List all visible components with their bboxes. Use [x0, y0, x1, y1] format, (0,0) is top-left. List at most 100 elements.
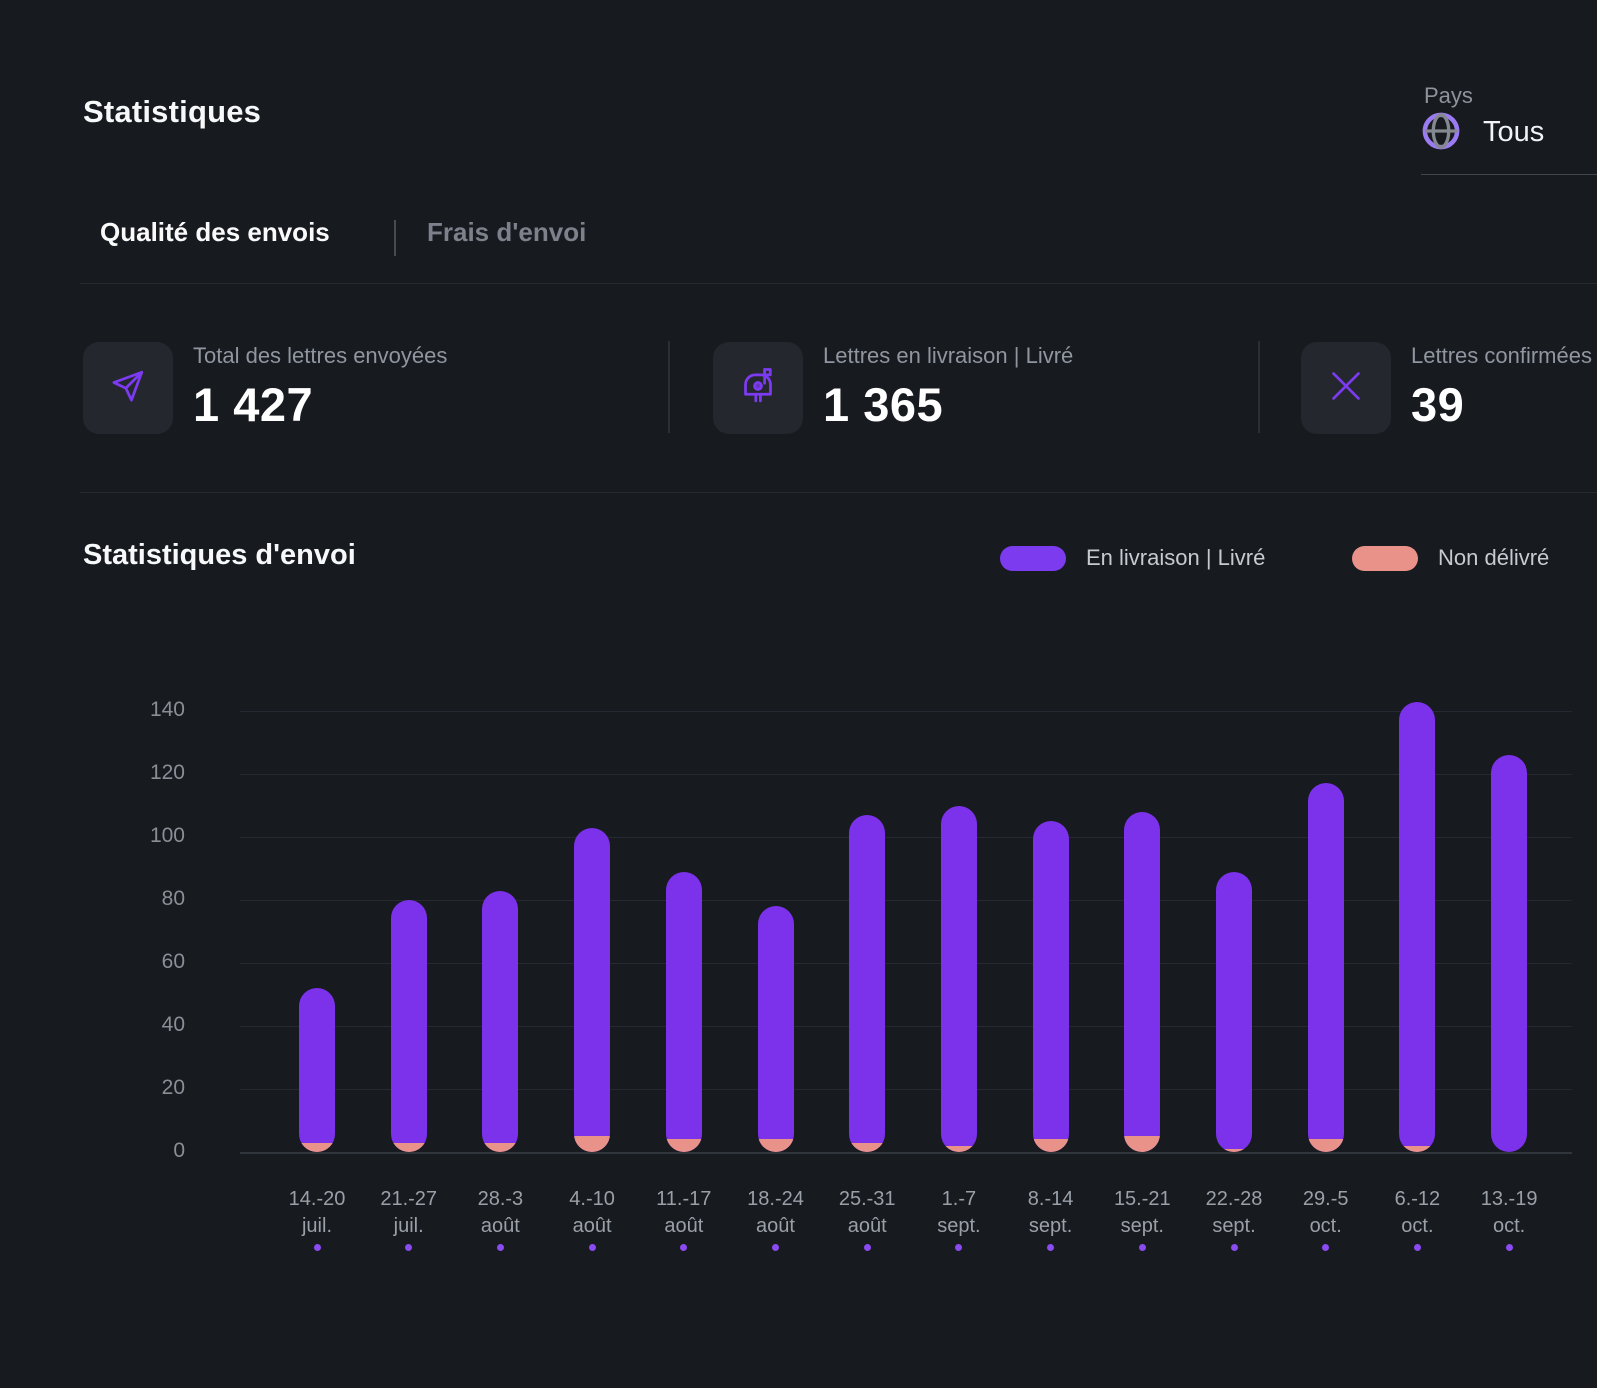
x-axis-dot: [588, 1244, 596, 1251]
y-axis-tick-label: 40: [161, 1013, 185, 1036]
non-delivered-segment: [574, 1136, 611, 1152]
x-axis-label: 14.-20 juil.: [288, 1188, 346, 1237]
bar-18--24-août[interactable]: [757, 906, 794, 1152]
x-axis-label: 15.-21 sept.: [1113, 1188, 1171, 1237]
country-select-label: Pays: [1424, 83, 1473, 108]
confirmed-letters-card-icon-tile: [1301, 342, 1391, 434]
tab-qualite-des-envois[interactable]: Qualité des envois: [100, 217, 330, 247]
x-axis-dot: [863, 1244, 871, 1251]
non-delivered-segment: [757, 1139, 794, 1152]
delivered-letters-card-icon-tile: [713, 342, 803, 434]
total-letters-value: 1 427: [193, 378, 314, 431]
x-axis-label: 4.-10 août: [569, 1188, 615, 1237]
x-axis-dot: [680, 1244, 688, 1251]
x-axis-dot: [496, 1244, 504, 1251]
delivered-letters-label: Lettres en livraison | Livré: [823, 343, 1074, 368]
mailbox-icon: [736, 364, 780, 413]
x-axis-label: 8.-14 sept.: [1027, 1188, 1074, 1237]
bar-22--28-sept-[interactable]: [1216, 871, 1252, 1152]
x-axis-label: 29.-5 oct.: [1302, 1188, 1349, 1237]
y-axis-tick-label: 100: [149, 824, 185, 847]
x-axis-label: 1.-7 sept.: [937, 1188, 981, 1237]
legend-item-non-delivre[interactable]: Non délivré: [1352, 545, 1549, 571]
non-delivered-segment: [1399, 1145, 1436, 1152]
bar-8--14-sept-[interactable]: [1032, 821, 1069, 1152]
x-axis-label: 13.-19 oct.: [1480, 1188, 1538, 1237]
y-axis-tick-label: 140: [149, 698, 185, 721]
bar-15--21-sept-[interactable]: [1124, 811, 1161, 1152]
gridline-y-80: [240, 900, 1572, 901]
x-axis-label: 28.-3 août: [477, 1188, 524, 1237]
chart-section-title: Statistiques d'envoi: [83, 539, 356, 571]
x-axis-label: 6.-12 oct.: [1394, 1188, 1441, 1237]
paper-plane-icon: [106, 364, 150, 413]
confirmed-letters-label: Lettres confirmées: [1411, 343, 1592, 368]
confirmed-letters-value: 39: [1411, 378, 1465, 431]
country-select-underline: [1421, 174, 1597, 175]
x-axis-label: 22.-28 sept.: [1205, 1188, 1263, 1237]
x-axis-label: 25.-31 août: [838, 1188, 896, 1237]
non-delivered-segment: [1032, 1139, 1069, 1152]
x-axis-dot: [1505, 1244, 1513, 1251]
bar-21--27-juil-[interactable]: [390, 900, 427, 1152]
y-axis-tick-label: 60: [161, 950, 185, 973]
page-title: Statistiques: [83, 94, 262, 129]
gridline-y-60: [240, 963, 1572, 964]
gridline-y-0: [240, 1152, 1572, 1154]
card-divider: [668, 341, 670, 433]
non-delivered-segment: [665, 1139, 702, 1152]
non-delivered-segment: [482, 1142, 519, 1152]
bar-4--10-août[interactable]: [574, 827, 611, 1152]
gridline-y-120: [240, 774, 1572, 775]
x-axis-dot: [313, 1244, 321, 1251]
gridline-y-20: [240, 1089, 1572, 1090]
x-axis-label: 21.-27 juil.: [380, 1188, 438, 1237]
legend-label: Non délivré: [1438, 545, 1550, 570]
x-axis-dot: [1322, 1244, 1330, 1251]
non-delivered-segment: [390, 1142, 427, 1152]
non-delivered-segment: [940, 1145, 977, 1152]
x-axis-label: 18.-24 août: [747, 1188, 804, 1237]
x-axis-dot: [772, 1244, 779, 1251]
non-delivered-segment: [1124, 1136, 1161, 1152]
x-axis-dot: [1047, 1244, 1055, 1251]
non-delivered-segment: [1307, 1139, 1344, 1152]
globe-icon: [1420, 110, 1462, 152]
divider-under-tabs: [80, 283, 1597, 284]
y-axis-tick-label: 80: [161, 887, 185, 910]
card-divider: [1258, 341, 1260, 433]
delivered-letters-value: 1 365: [823, 378, 944, 431]
total-letters-label: Total des lettres envoyées: [193, 343, 448, 368]
x-axis-dot: [1138, 1244, 1146, 1251]
bar-11--17-août[interactable]: [665, 871, 702, 1152]
bar-29--5-oct-[interactable]: [1307, 783, 1344, 1152]
gridline-y-100: [240, 837, 1572, 838]
tab-frais-d-envoi[interactable]: Frais d'envoi: [427, 217, 587, 247]
gridline-y-40: [240, 1026, 1572, 1027]
x-axis-dot: [1413, 1244, 1421, 1251]
legend-pill-purple: [1000, 545, 1066, 571]
x-axis-label: 11.-17 août: [656, 1188, 712, 1237]
divider-above-chart: [80, 492, 1597, 493]
gridline-y-140: [240, 711, 1572, 712]
bar-1--7-sept-[interactable]: [940, 805, 977, 1152]
bar-28--3-août[interactable]: [482, 890, 519, 1152]
total-letters-card-icon-tile: [83, 342, 173, 434]
tab-separator: [394, 220, 396, 256]
y-axis-tick-label: 20: [161, 1076, 185, 1099]
non-delivered-segment: [1216, 1148, 1252, 1152]
bar-13--19-oct-[interactable]: [1491, 755, 1528, 1152]
legend-item-en-livraison[interactable]: En livraison | Livré: [1000, 545, 1265, 571]
bar-14--20-juil-[interactable]: [299, 988, 335, 1152]
country-select-value[interactable]: Tous: [1483, 116, 1545, 148]
x-axis-dot: [405, 1244, 413, 1251]
legend-pill-salmon: [1352, 545, 1418, 571]
y-axis-tick-label: 120: [149, 761, 185, 784]
x-axis-dot: [955, 1244, 963, 1251]
y-axis-tick-label: 0: [173, 1139, 185, 1162]
x-mark-icon: [1323, 363, 1369, 414]
bar-6--12-oct-[interactable]: [1399, 701, 1436, 1152]
non-delivered-segment: [299, 1142, 335, 1152]
bar-25--31-août[interactable]: [849, 814, 886, 1152]
